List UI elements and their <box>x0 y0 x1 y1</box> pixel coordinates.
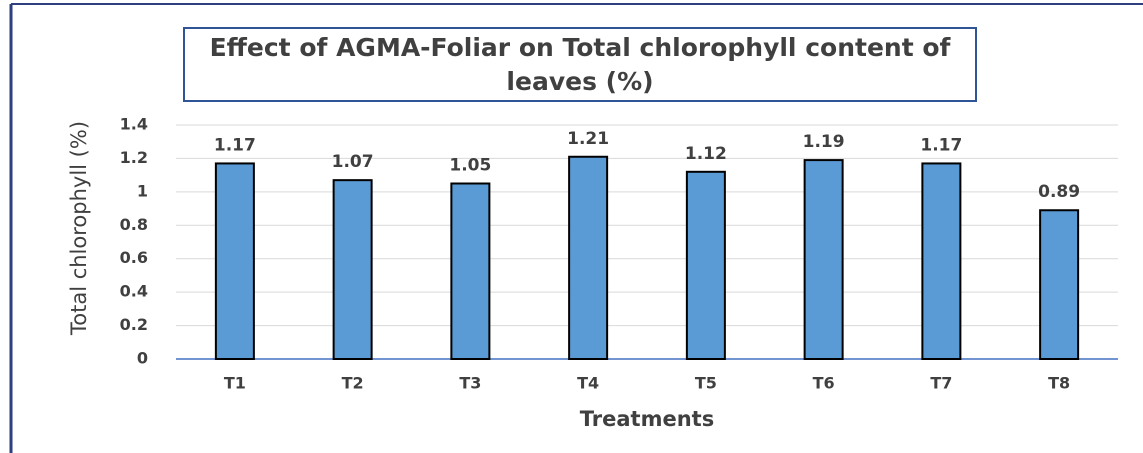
data-label: 0.89 <box>1038 182 1080 202</box>
bar <box>568 155 609 360</box>
data-label: 1.17 <box>920 135 962 155</box>
data-label: 1.05 <box>449 156 491 176</box>
data-label: 1.07 <box>332 152 374 172</box>
x-tick-label: T7 <box>930 374 952 393</box>
x-tick-label: T1 <box>224 374 246 393</box>
chart-title: Effect of AGMA-Foliar on Total chlorophy… <box>183 27 977 102</box>
y-tick-label: 0 <box>137 349 148 368</box>
x-tick-label: T6 <box>813 374 835 393</box>
bar <box>685 170 726 360</box>
y-tick-label: 0.6 <box>120 248 148 267</box>
x-tick-label: T3 <box>459 374 481 393</box>
x-tick-label: T4 <box>577 374 599 393</box>
data-label: 1.17 <box>214 135 256 155</box>
y-tick-label: 1.2 <box>120 148 148 167</box>
bar <box>1039 209 1080 360</box>
x-tick-label: T8 <box>1048 374 1070 393</box>
data-label: 1.19 <box>803 132 845 152</box>
y-tick-label: 1 <box>137 181 148 200</box>
y-tick-label: 1.4 <box>120 115 148 134</box>
x-tick-label: T2 <box>342 374 364 393</box>
y-tick-label: 0.8 <box>120 215 148 234</box>
data-label: 1.12 <box>685 144 727 164</box>
data-label: 1.21 <box>567 129 609 149</box>
y-tick-label: 0.2 <box>120 315 148 334</box>
y-axis-title: Total chlorophyll (%) <box>67 121 91 336</box>
x-axis-title: Treatments <box>580 407 714 431</box>
bar <box>450 182 491 360</box>
x-tick-label: T5 <box>695 374 717 393</box>
bar <box>921 162 962 360</box>
y-tick-label: 0.4 <box>120 282 148 301</box>
bar <box>332 179 373 360</box>
bar <box>214 162 255 360</box>
bar <box>803 159 844 360</box>
